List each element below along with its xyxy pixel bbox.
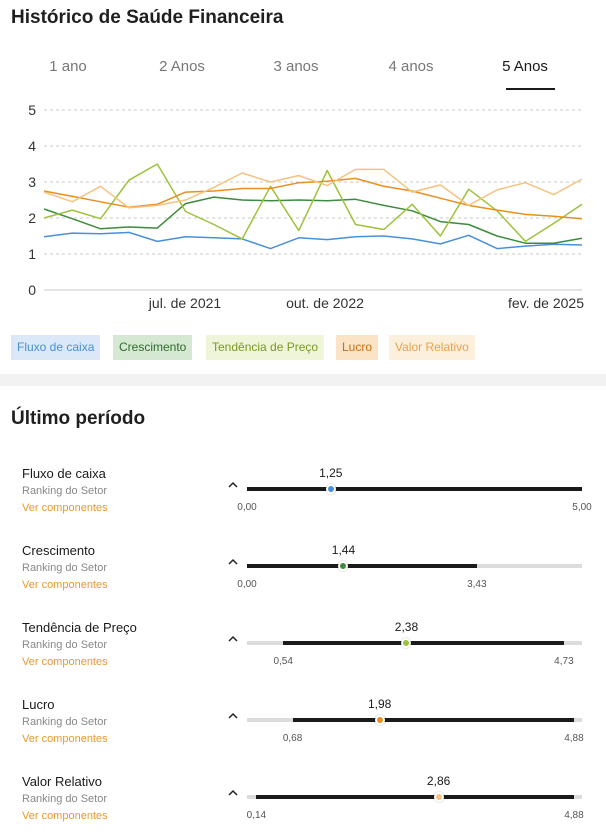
range-max-label: 4,88	[564, 810, 584, 821]
legend-item-price-trend[interactable]: Tendência de Preço	[206, 335, 325, 360]
tab-5-years[interactable]: 5 Anos	[502, 58, 548, 75]
legend-item-relative-value[interactable]: Valor Relativo	[389, 335, 475, 360]
sector-range-bar	[256, 795, 574, 799]
value-marker	[325, 484, 336, 494]
y-tick-label: 4	[28, 138, 36, 154]
metric-subtitle: Ranking do Setor	[22, 716, 107, 728]
y-tick-label: 5	[28, 102, 36, 118]
last-period-card: Último período Fluxo de caixa Ranking do …	[0, 386, 606, 835]
metric-subtitle: Ranking do Setor	[22, 485, 107, 497]
y-tick-label: 2	[28, 210, 36, 226]
series-line-5	[43, 168, 583, 209]
chevron-up-icon[interactable]	[228, 557, 238, 567]
sector-range-bar	[247, 487, 582, 491]
metric-value: 1,44	[331, 543, 356, 557]
range-min-label: 0,14	[246, 810, 267, 821]
metric-value: 1,25	[319, 466, 343, 480]
financial-health-history-card: Histórico de Saúde Financeira 1 ano 2 An…	[0, 0, 606, 374]
period-tabs: 1 ano 2 Anos 3 anos 4 anos 5 Anos	[0, 58, 606, 92]
sector-range-track	[247, 792, 582, 802]
tab-3-years[interactable]: 3 anos	[273, 58, 319, 75]
financial-health-line-chart: 0 1 2 3 4 5 jul. de 2021 out. de 2022 fev. de 20…	[28, 102, 584, 311]
metric-name: Lucro	[22, 697, 55, 712]
x-tick-label: jul. de 2021	[148, 295, 222, 311]
value-marker	[433, 792, 444, 802]
chevron-up-icon[interactable]	[228, 788, 238, 798]
metric-row: Tendência de Preço Ranking do Setor Ver co…	[0, 620, 606, 680]
chevron-up-icon[interactable]	[228, 634, 238, 644]
series-line-4	[43, 177, 583, 220]
value-marker	[401, 638, 412, 648]
range-min-label: 0,54	[273, 656, 293, 667]
legend-item-cash-flow[interactable]: Fluxo de caixa	[11, 335, 101, 360]
range-min-label: 0,00	[237, 502, 257, 513]
sector-range-bar	[283, 641, 564, 645]
metric-name: Tendência de Preço	[22, 620, 137, 635]
metric-subtitle: Ranking do Setor	[22, 562, 107, 574]
section-title: Último período	[11, 408, 146, 429]
view-components-link[interactable]: Ver componentes	[22, 656, 108, 668]
metric-name: Fluxo de caixa	[22, 466, 106, 481]
legend-item-growth[interactable]: Crescimento	[113, 335, 193, 360]
sector-range-track	[247, 715, 582, 725]
metric-subtitle: Ranking do Setor	[22, 793, 107, 805]
range-max-label: 4,88	[564, 733, 584, 744]
y-tick-label: 1	[28, 246, 36, 262]
tab-1-year[interactable]: 1 ano	[49, 58, 87, 75]
series-line-3	[43, 163, 583, 243]
view-components-link[interactable]: Ver componentes	[22, 502, 108, 514]
metric-row: Valor Relativo Ranking do Setor Ver compon…	[0, 774, 606, 834]
range-max-label: 3,43	[467, 579, 487, 590]
chevron-up-icon[interactable]	[228, 480, 238, 490]
metric-value: 2,86	[426, 774, 451, 788]
sector-range-bar	[247, 564, 477, 568]
x-tick-label: fev. de 2025	[508, 295, 584, 311]
range-max-label: 5,00	[572, 502, 592, 513]
metric-value: 1,98	[367, 697, 392, 711]
series-line-1	[43, 231, 583, 250]
view-components-link[interactable]: Ver componentes	[22, 579, 108, 591]
range-min-label: 0,68	[282, 733, 303, 744]
metric-subtitle: Ranking do Setor	[22, 639, 107, 651]
tab-4-years[interactable]: 4 anos	[388, 58, 434, 75]
range-max-label: 4,73	[554, 656, 574, 667]
range-min-label: 0,00	[237, 579, 257, 590]
tab-2-years[interactable]: 2 Anos	[159, 58, 205, 75]
sector-range-track	[247, 561, 582, 571]
sector-range-track	[247, 484, 582, 494]
metric-name: Crescimento	[22, 543, 95, 558]
y-tick-label: 3	[28, 174, 36, 190]
legend-item-profit[interactable]: Lucro	[336, 335, 379, 360]
sector-range-bar	[292, 718, 574, 722]
value-marker	[374, 715, 385, 725]
metric-value: 2,38	[394, 620, 419, 634]
active-tab-indicator	[506, 88, 555, 90]
metric-row: Fluxo de caixa Ranking do Setor Ver compon…	[0, 466, 606, 526]
x-tick-label: out. de 2022	[286, 295, 364, 311]
metric-row: Crescimento Ranking do Setor Ver component…	[0, 543, 606, 603]
metric-name: Valor Relativo	[22, 774, 102, 789]
y-tick-label: 0	[28, 282, 36, 298]
view-components-link[interactable]: Ver componentes	[22, 733, 108, 745]
chevron-up-icon[interactable]	[228, 711, 238, 721]
view-components-link[interactable]: Ver componentes	[22, 810, 108, 822]
metric-row: Lucro Ranking do Setor Ver componentes 1,98…	[0, 697, 606, 757]
sector-range-track	[247, 638, 582, 648]
value-marker	[338, 561, 349, 571]
page-title: Histórico de Saúde Financeira	[11, 7, 284, 28]
